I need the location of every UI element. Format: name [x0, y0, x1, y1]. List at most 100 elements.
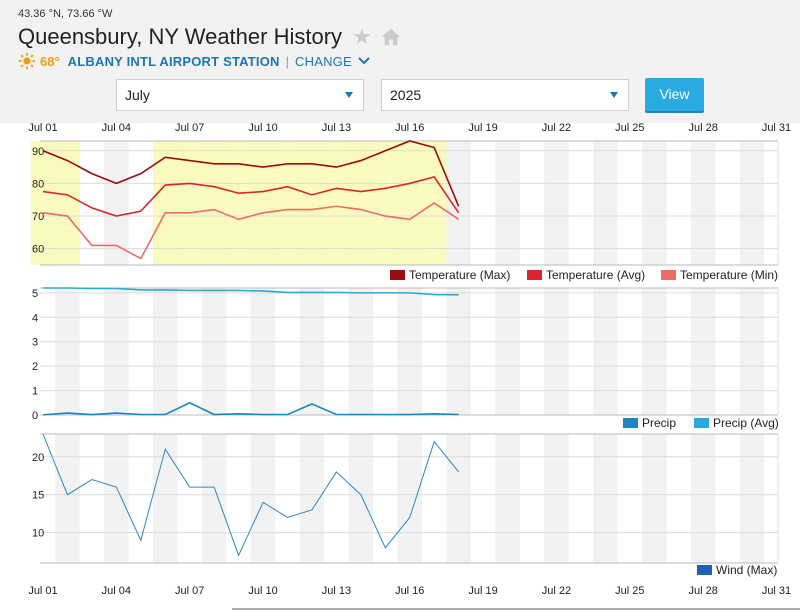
y-tick-label: 60: [32, 244, 44, 256]
legend-temp-max-swatch: [390, 270, 405, 280]
x-tick-label-top: Jul 01: [28, 122, 57, 134]
day-band: [153, 434, 178, 563]
series-line-temperature-min: [42, 202, 460, 260]
x-tick-label-top: Jul 22: [542, 122, 571, 134]
x-tick-label-top: Jul 16: [395, 122, 424, 134]
dropdown-arrow-icon: [345, 92, 353, 98]
x-tick-label-bottom: Jul 22: [542, 585, 571, 597]
day-band: [495, 141, 520, 265]
day-band: [739, 434, 765, 563]
legend-precip-avg-label: Precip (Avg): [713, 416, 779, 430]
day-band: [495, 434, 520, 563]
change-station-link[interactable]: CHANGE: [295, 53, 352, 69]
legend-temp-avg-label: Temperature (Avg): [546, 268, 645, 282]
year-select-value: 2025: [390, 87, 422, 103]
legend-precip-label: Precip: [642, 416, 676, 430]
day-band: [593, 288, 618, 415]
y-tick-label: 5: [32, 288, 38, 300]
legend-wind-max-swatch: [697, 565, 712, 575]
day-band: [495, 288, 520, 415]
day-band: [348, 434, 374, 563]
page-header: 43.36 °N, 73.66 °W Queensbury, NY Weathe…: [0, 0, 800, 123]
legend-wind-max-label: Wind (Max): [716, 563, 777, 577]
separator: |: [285, 53, 290, 69]
day-band: [690, 288, 716, 415]
legend-precip-swatch: [623, 418, 638, 428]
y-tick-label: 4: [32, 312, 38, 324]
day-band: [299, 434, 325, 563]
day-band: [446, 434, 471, 563]
highlight-band: [30, 141, 80, 265]
day-band: [397, 434, 422, 563]
day-band: [104, 288, 129, 415]
x-tick-label-top: Jul 07: [175, 122, 204, 134]
page-title: Queensbury, NY Weather History: [18, 24, 343, 49]
favorite-star-icon[interactable]: ★: [352, 24, 372, 49]
highlight-band: [153, 141, 447, 265]
series-line-temperature-max: [42, 140, 460, 207]
y-tick-label: 3: [32, 337, 38, 349]
sun-icon: [18, 52, 36, 70]
y-tick-label: 15: [32, 490, 44, 502]
day-band: [104, 141, 129, 265]
x-tick-label-bottom: Jul 10: [248, 585, 277, 597]
x-tick-label-top: Jul 13: [322, 122, 351, 134]
dropdown-arrow-icon: [610, 92, 618, 98]
title-row: Queensbury, NY Weather History ★: [18, 24, 402, 50]
day-band: [201, 288, 227, 415]
series-line-wind-max: [42, 433, 460, 557]
current-temperature: 68°: [40, 53, 60, 69]
x-tick-label-bottom: Jul 13: [322, 585, 351, 597]
view-button[interactable]: View: [645, 78, 704, 111]
y-tick-label: 80: [32, 178, 44, 190]
x-tick-label-top: Jul 04: [102, 122, 131, 134]
x-tick-label-bottom: Jul 07: [175, 585, 204, 597]
chevron-down-icon[interactable]: [358, 57, 370, 65]
month-select-value: July: [125, 87, 150, 103]
y-tick-label: 2: [32, 361, 38, 373]
day-band: [250, 288, 276, 415]
station-row: 68° ALBANY INTL AIRPORT STATION | CHANGE: [18, 52, 370, 70]
day-band: [348, 288, 374, 415]
x-tick-label-top: Jul 31: [762, 122, 791, 134]
x-tick-label-top: Jul 28: [688, 122, 717, 134]
x-tick-label-top: Jul 10: [248, 122, 277, 134]
day-band: [593, 141, 618, 265]
day-band: [250, 434, 276, 563]
y-tick-label: 70: [32, 211, 44, 223]
weather-history-chart: Jul 01 Jul 01 Jul 04 Jul 04 Jul 07 Jul 07 Jul …: [28, 122, 800, 610]
day-band: [690, 141, 716, 265]
y-tick-label: 0: [32, 410, 38, 422]
day-band: [544, 434, 569, 563]
day-band: [642, 141, 667, 265]
day-band: [739, 288, 765, 415]
series-line-precip: [42, 401, 459, 416]
day-band: [201, 434, 227, 563]
day-band: [104, 434, 129, 563]
day-band: [55, 288, 80, 415]
coordinates: 43.36 °N, 73.66 °W: [18, 8, 113, 20]
day-band: [739, 141, 765, 265]
x-tick-label-bottom: Jul 19: [468, 585, 497, 597]
home-icon[interactable]: [380, 26, 402, 48]
x-tick-label-bottom: Jul 16: [395, 585, 424, 597]
y-tick-label: 10: [32, 528, 44, 540]
legend-temp-min-label: Temperature (Min): [680, 268, 778, 282]
day-band: [55, 434, 80, 563]
day-band: [153, 288, 178, 415]
x-tick-label-bottom: Jul 31: [762, 585, 791, 597]
legend-temp-max-label: Temperature (Max): [409, 268, 510, 282]
day-band: [642, 434, 667, 563]
station-name[interactable]: ALBANY INTL AIRPORT STATION: [67, 53, 280, 69]
year-select[interactable]: 2025: [381, 79, 629, 111]
y-tick-label: 90: [32, 146, 44, 158]
x-tick-label-bottom: Jul 25: [615, 585, 644, 597]
day-band: [299, 288, 325, 415]
day-band: [642, 288, 667, 415]
x-tick-label-bottom: Jul 28: [688, 585, 717, 597]
day-band: [593, 434, 618, 563]
series-line-precip-avg: [43, 287, 459, 296]
day-band: [446, 288, 471, 415]
series-line-temperature-avg: [42, 175, 460, 217]
month-select[interactable]: July: [116, 79, 364, 111]
